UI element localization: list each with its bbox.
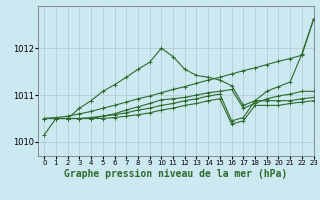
X-axis label: Graphe pression niveau de la mer (hPa): Graphe pression niveau de la mer (hPa)	[64, 169, 288, 179]
